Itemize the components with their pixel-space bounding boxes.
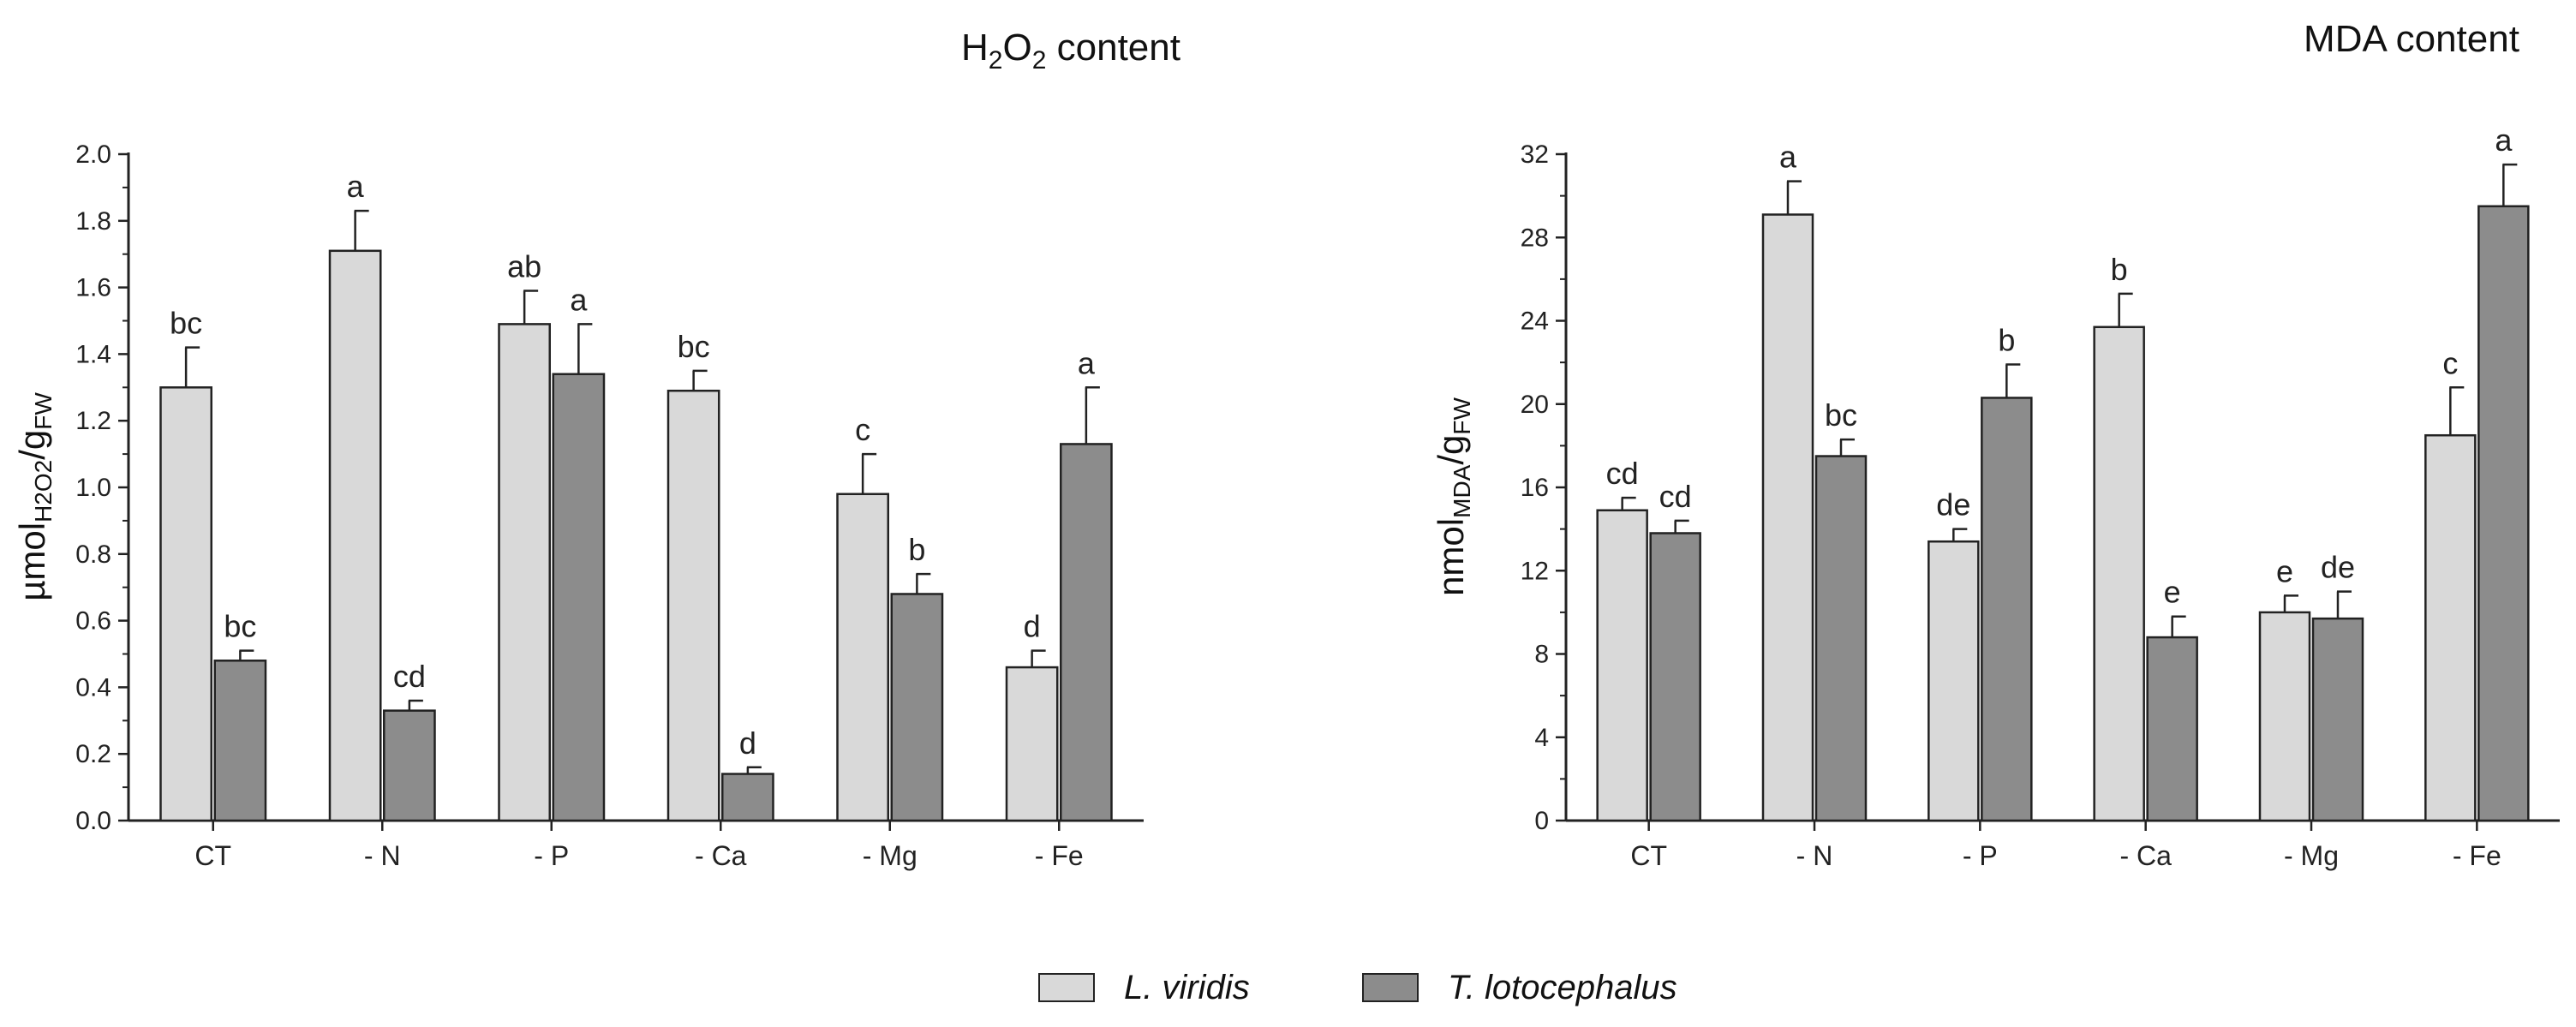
mda-category-label: - P — [1963, 840, 1998, 871]
h2o2-bar-t-lotocephalus — [890, 593, 944, 822]
h2o2-y-tick-label: 0.6 — [75, 607, 111, 636]
h2o2-y-tick-label: 0.0 — [75, 807, 111, 835]
h2o2-bar-l-viridis — [328, 249, 382, 822]
mda-y-tick-label: 28 — [1521, 224, 1549, 252]
h2o2-bar-l-viridis — [1005, 666, 1059, 822]
h2o2-significance-label: bc — [224, 609, 256, 644]
mda-bar-l-viridis — [1928, 540, 1980, 822]
h2o2-significance-label: cd — [393, 659, 426, 694]
h2o2-y-tick-label: 0.2 — [75, 740, 111, 768]
mda-y-tick-label: 8 — [1534, 641, 1549, 669]
mda-significance-label: a — [1779, 140, 1797, 175]
mda-bar-t-lotocephalus — [1981, 397, 2033, 822]
h2o2-category-label: - Ca — [695, 840, 747, 871]
mda-category-label: CT — [1630, 840, 1667, 871]
h2o2-y-tick-label: 2.0 — [75, 140, 111, 169]
h2o2-y-tick-label: 1.2 — [75, 407, 111, 435]
mda-bar-t-lotocephalus — [2477, 205, 2530, 822]
mda-y-tick-label: 32 — [1521, 140, 1549, 169]
h2o2-category-label: - N — [364, 840, 401, 871]
h2o2-chart-title: H2O2 content — [961, 27, 1180, 75]
mda-significance-label: cd — [1659, 479, 1692, 514]
mda-bar-l-viridis — [2258, 611, 2311, 822]
legend-swatch-t-lotocephalus — [1362, 973, 1419, 1002]
h2o2-bar-t-lotocephalus — [1060, 443, 1113, 822]
h2o2-y-tick-label: 0.8 — [75, 540, 111, 569]
mda-significance-label: b — [2111, 252, 2128, 287]
legend: L. viridis T. lotocephalus — [1038, 969, 1677, 1006]
mda-bar-t-lotocephalus — [1814, 455, 1868, 822]
h2o2-significance-label: a — [570, 282, 588, 317]
h2o2-bar-l-viridis — [836, 493, 889, 822]
mda-category-label: - Ca — [2119, 840, 2172, 871]
h2o2-category-label: - Fe — [1035, 840, 1084, 871]
h2o2-bar-t-lotocephalus — [213, 660, 267, 822]
h2o2-bar-t-lotocephalus — [552, 373, 606, 822]
h2o2-y-tick-label: 1.4 — [75, 340, 111, 368]
mda-significance-label: b — [1998, 323, 2015, 358]
mda-bar-t-lotocephalus — [2311, 617, 2364, 822]
mda-y-tick-label: 16 — [1521, 474, 1549, 502]
mda-bar-t-lotocephalus — [2146, 636, 2198, 822]
h2o2-bar-l-viridis — [159, 386, 212, 822]
h2o2-bar-t-lotocephalus — [383, 709, 436, 822]
h2o2-chart: H2O2 content µmolH2O2/gFW 0.0 0.2 0.4 0.6 0.… — [12, 27, 1180, 871]
mda-y-tick-label: 0 — [1534, 807, 1549, 835]
mda-significance-label: de — [2321, 550, 2355, 585]
mda-significance-label: e — [2276, 553, 2293, 588]
h2o2-bar-l-viridis — [498, 323, 551, 822]
h2o2-y-tick-label: 1.6 — [75, 274, 111, 302]
mda-bar-l-viridis — [2093, 325, 2145, 822]
mda-significance-label: e — [2164, 575, 2181, 610]
mda-category-label: - N — [1796, 840, 1833, 871]
h2o2-bar-l-viridis — [666, 389, 720, 822]
legend-label-t-lotocephalus: T. lotocephalus — [1448, 969, 1677, 1006]
h2o2-y-axis-label: µmolH2O2/gFW — [12, 392, 57, 601]
mda-significance-label: a — [2495, 122, 2513, 158]
mda-y-tick-label: 24 — [1521, 308, 1549, 336]
h2o2-significance-label: d — [1024, 609, 1041, 644]
mda-category-label: - Mg — [2284, 840, 2339, 871]
h2o2-category-label: - Mg — [863, 840, 917, 871]
mda-bar-l-viridis — [1761, 213, 1814, 822]
h2o2-significance-label: bc — [678, 329, 710, 364]
legend-label-l-viridis: L. viridis — [1124, 969, 1250, 1006]
mda-significance-label: bc — [1825, 397, 1857, 433]
mda-bar-l-viridis — [1596, 509, 1648, 822]
h2o2-category-label: CT — [194, 840, 231, 871]
h2o2-significance-label: a — [347, 169, 365, 204]
h2o2-significance-label: bc — [170, 306, 202, 341]
h2o2-y-tick-label: 1.0 — [75, 474, 111, 502]
h2o2-y-tick-label: 1.8 — [75, 207, 111, 236]
mda-significance-label: c — [2442, 345, 2458, 380]
mda-y-tick-label: 20 — [1521, 391, 1549, 419]
h2o2-bar-t-lotocephalus — [721, 773, 774, 822]
h2o2-significance-label: b — [908, 532, 925, 567]
mda-bar-l-viridis — [2424, 433, 2477, 822]
mda-bar-t-lotocephalus — [1649, 532, 1701, 822]
mda-y-tick-label: 12 — [1521, 557, 1549, 585]
h2o2-category-label: - P — [534, 840, 569, 871]
mda-y-tick-label: 4 — [1534, 724, 1549, 752]
h2o2-y-tick-label: 0.4 — [75, 673, 111, 702]
h2o2-plot-area: 0.00.20.40.60.81.01.21.41.61.82.0CTbcbc-… — [75, 140, 1144, 871]
mda-category-label: - Fe — [2453, 840, 2501, 871]
mda-significance-label: de — [1936, 487, 1970, 522]
mda-significance-label: cd — [1606, 456, 1639, 491]
legend-swatch-l-viridis — [1038, 973, 1095, 1002]
h2o2-significance-label: c — [855, 412, 870, 447]
h2o2-significance-label: a — [1078, 345, 1096, 380]
mda-chart-title: MDA content — [2304, 18, 2519, 60]
mda-y-axis-label: nmolMDA/gFW — [1431, 397, 1475, 596]
h2o2-significance-label: ab — [507, 248, 541, 284]
mda-chart: MDA content nmolMDA/gFW 0 4 8 12 16 20 24 28 32 C… — [1431, 18, 2560, 871]
h2o2-significance-label: d — [739, 725, 756, 761]
